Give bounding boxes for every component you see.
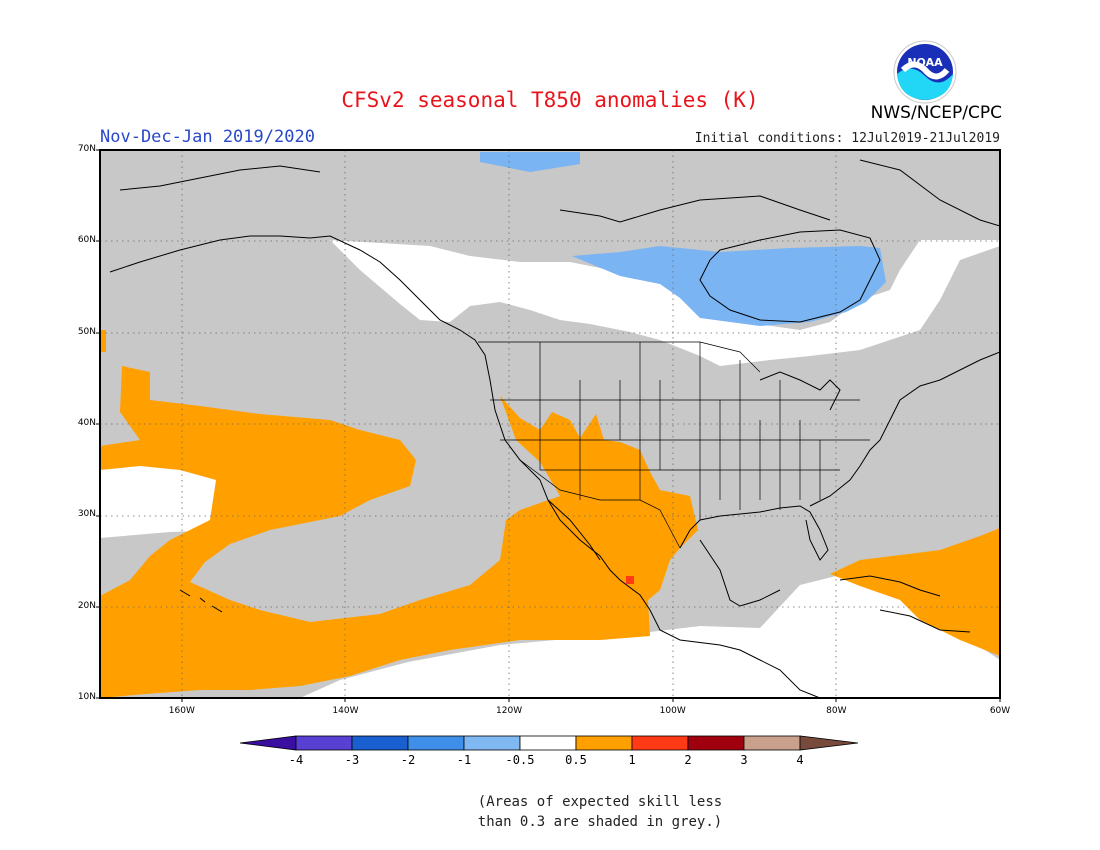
- legend-label: 2: [684, 753, 692, 767]
- cool-anomaly-region: [480, 152, 886, 326]
- neutral-regions: [100, 240, 1000, 698]
- legend-label: -4: [288, 753, 304, 767]
- lat-tick-label: 20N: [77, 600, 96, 611]
- legend-label: 0.5: [565, 753, 587, 767]
- legend-label: -1: [456, 753, 472, 767]
- lon-tick-label: 80W: [826, 706, 847, 716]
- lat-tick-label: 60N: [77, 235, 96, 246]
- legend-swatch: [295, 735, 353, 751]
- legend-swatch: [351, 735, 409, 751]
- skill-note-line1: (Areas of expected skill less: [477, 794, 723, 810]
- noaa-logo-icon: NOAA: [893, 40, 957, 104]
- tick-marks: [96, 149, 1001, 702]
- lon-tick-label: 120W: [496, 706, 523, 716]
- legend-label: -0.5: [505, 753, 535, 767]
- legend-label: -3: [344, 753, 360, 767]
- skill-note: (Areas of expected skill less than 0.3 a…: [0, 792, 1100, 832]
- legend-swatch: [463, 735, 521, 751]
- forecast-period: Nov-Dec-Jan 2019/2020: [100, 127, 315, 147]
- legend-arrow-high: [799, 735, 859, 751]
- legend-swatch: [743, 735, 801, 751]
- legend-swatch: [407, 735, 465, 751]
- coastlines: [109, 159, 1000, 698]
- lon-tick-label: 140W: [332, 706, 359, 716]
- legend-swatch: [575, 735, 633, 751]
- graticule: [100, 150, 1000, 698]
- lat-tick-label: 70N: [77, 144, 96, 154]
- legend-label: 3: [740, 753, 748, 767]
- lon-tick-label: 100W: [659, 706, 686, 716]
- legend-swatch: [631, 735, 689, 751]
- lat-tick-label: 30N: [77, 509, 96, 520]
- chart-title: CFSv2 seasonal T850 anomalies (K): [341, 88, 759, 112]
- lat-tick-label: 50N: [77, 326, 96, 337]
- legend-swatch: [519, 735, 577, 751]
- lat-tick-label: 10N: [77, 692, 96, 702]
- legend-arrow-low: [239, 735, 297, 751]
- legend-label: -2: [400, 753, 416, 767]
- state-borders: [478, 341, 870, 549]
- logo-lettering: NOAA: [907, 56, 943, 69]
- lat-tick-label: 40N: [77, 418, 96, 428]
- skill-note-line2: than 0.3 are shaded in grey.): [477, 814, 723, 830]
- warm-anomaly-region: [100, 330, 1000, 698]
- strong-warm-cell: [626, 576, 634, 584]
- legend-swatch: [687, 735, 745, 751]
- initial-conditions: Initial conditions: 12Jul2019-21Jul2019: [694, 131, 1000, 146]
- agency-label: NWS/NCEP/CPC: [870, 103, 1002, 123]
- lon-tick-label: 160W: [168, 706, 195, 716]
- legend-label: 4: [796, 753, 804, 767]
- legend-label: 1: [628, 753, 636, 767]
- lon-tick-label: 60W: [989, 706, 1011, 716]
